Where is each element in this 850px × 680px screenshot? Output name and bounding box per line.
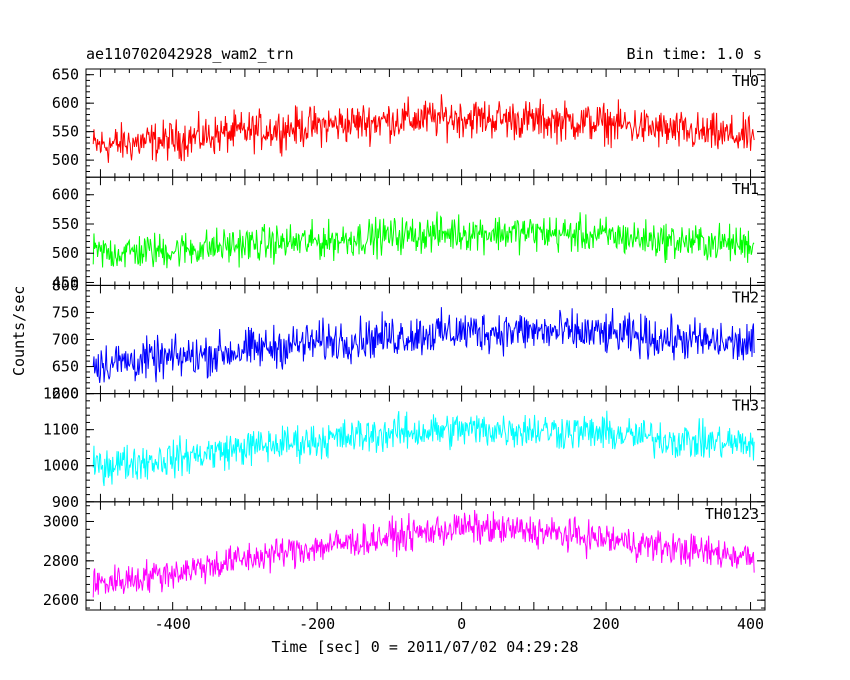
y-tick-label: 2600 [43, 591, 79, 609]
panel-label-th0: TH0 [732, 72, 759, 90]
x-tick-label: 400 [737, 615, 764, 633]
series-line-th1 [92, 211, 755, 269]
x-axis-label: Time [sec] 0 = 2011/07/02 04:29:28 [271, 638, 579, 656]
y-tick-label: 550 [52, 123, 79, 141]
panel-frame-th0123 [85, 501, 766, 611]
y-tick-label: 500 [52, 244, 79, 262]
series-line-th0 [92, 94, 755, 163]
y-tick-label: 600 [52, 385, 79, 403]
series-line-th2 [92, 307, 755, 384]
bin-time-label: Bin time: 1.0 s [626, 45, 762, 63]
y-tick-label: 750 [52, 303, 79, 321]
y-tick-label: 550 [52, 215, 79, 233]
x-tick-label: -200 [299, 615, 335, 633]
y-tick-label: 650 [52, 66, 79, 84]
panel-label-th1: TH1 [732, 180, 759, 198]
y-tick-label: 800 [52, 276, 79, 294]
x-tick-label: 200 [593, 615, 620, 633]
y-tick-label: 1100 [43, 421, 79, 439]
panel-label-th2: TH2 [732, 288, 759, 306]
chart-title: ae110702042928_wam2_trn [86, 45, 294, 63]
y-tick-label: 900 [52, 493, 79, 511]
panel-label-th3: TH3 [732, 397, 759, 415]
y-tick-label: 600 [52, 186, 79, 204]
y-tick-label: 1200 [43, 385, 79, 403]
y-tick-label: 450 [52, 273, 79, 291]
y-tick-label: 3000 [43, 512, 79, 530]
y-tick-label: 1000 [43, 457, 79, 475]
x-tick-label: 0 [457, 615, 466, 633]
y-tick-label: 2800 [43, 552, 79, 570]
y-tick-label: 650 [52, 358, 79, 376]
series-line-th3 [92, 410, 755, 487]
y-tick-label: 600 [52, 94, 79, 112]
y-tick-label: 500 [52, 151, 79, 169]
panel-label-th0123: TH0123 [705, 505, 759, 523]
y-tick-label: 700 [52, 331, 79, 349]
series-line-th0123 [92, 509, 755, 598]
x-tick-label: -400 [155, 615, 191, 633]
